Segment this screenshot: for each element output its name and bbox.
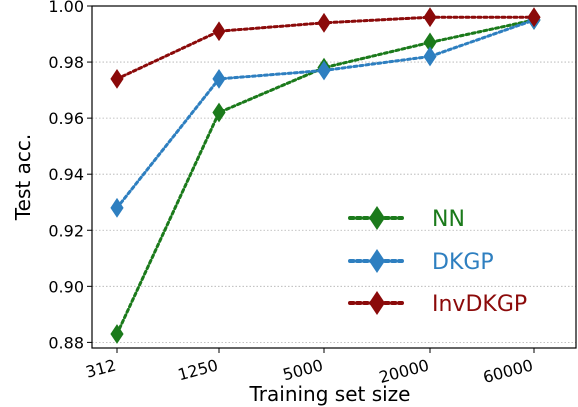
data-point — [527, 7, 541, 28]
plot-frame — [91, 5, 577, 349]
y-tick-label: 0.98 — [48, 53, 84, 72]
legend-marker — [369, 206, 385, 230]
data-point — [110, 324, 124, 344]
legend-label: DKGP — [432, 250, 494, 275]
data-point — [317, 60, 331, 81]
data-point — [212, 21, 226, 42]
data-point — [423, 46, 437, 67]
data-point — [423, 7, 437, 28]
x-axis-label: Training set size — [249, 382, 411, 406]
y-tick-label: 1.00 — [48, 0, 84, 16]
legend-marker — [369, 291, 385, 315]
y-tick-label: 0.90 — [48, 277, 84, 296]
series-invdkgp — [110, 7, 541, 89]
data-point — [317, 12, 331, 33]
x-tick-label: 312 — [84, 356, 118, 382]
y-axis-ticks: 0.88 0.90 0.92 0.94 0.96 0.98 1.00 — [48, 0, 92, 352]
data-point — [110, 68, 124, 89]
data-point — [110, 197, 124, 218]
legend-label: NN — [432, 207, 465, 232]
series-dkgp — [110, 10, 541, 218]
legend: NN DKGP InvDKGP — [348, 206, 527, 317]
y-tick-label: 0.96 — [48, 109, 84, 128]
y-tick-label: 0.94 — [48, 165, 84, 184]
y-tick-label: 0.92 — [48, 221, 84, 240]
x-tick-label: 5000 — [281, 356, 325, 385]
y-tick-label: 0.88 — [48, 333, 84, 352]
y-axis-label: Test acc. — [11, 134, 35, 221]
data-point — [212, 102, 226, 123]
legend-label: InvDKGP — [432, 292, 527, 317]
legend-marker — [369, 249, 385, 273]
x-tick-label: 1250 — [176, 356, 220, 385]
x-tick-label: 60000 — [481, 356, 535, 388]
series-group — [110, 7, 541, 344]
data-point — [212, 68, 226, 89]
